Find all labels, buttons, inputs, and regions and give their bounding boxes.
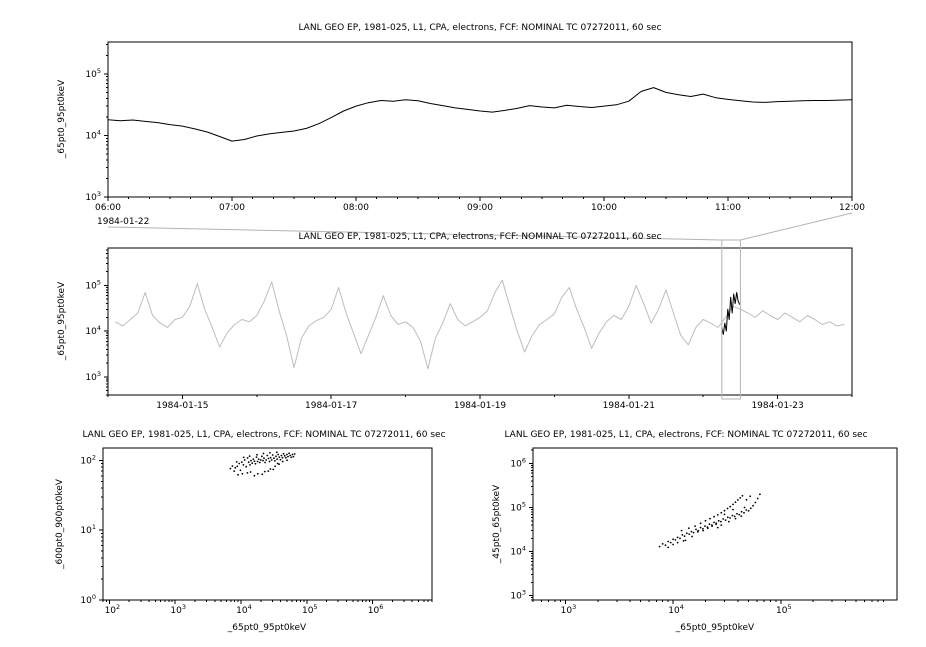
svg-text:10:00: 10:00	[591, 203, 617, 213]
svg-text:105: 105	[510, 501, 526, 514]
svg-text:08:00: 08:00	[343, 203, 369, 213]
plot-scatter-600-900-axes: 100 101 102 102 103 104 105 106	[80, 447, 433, 616]
svg-text:104: 104	[85, 128, 101, 141]
svg-text:104: 104	[85, 324, 101, 337]
svg-text:102: 102	[105, 603, 121, 616]
svg-text:1984-01-17: 1984-01-17	[305, 401, 357, 411]
series-flux-65-95keV	[107, 87, 853, 142]
plot-title-context: LANL GEO EP, 1981-025, L1, CPA, electron…	[298, 232, 662, 242]
y-axis-label-bottom-right: _45pt0_65pt0keV	[492, 484, 502, 564]
svg-text:103: 103	[170, 603, 186, 616]
svg-text:100: 100	[80, 593, 96, 606]
svg-text:104: 104	[668, 603, 684, 616]
zoom-selection-box[interactable]	[721, 239, 741, 400]
svg-text:1984-01-21: 1984-01-21	[603, 401, 655, 411]
svg-text:09:00: 09:00	[467, 203, 493, 213]
svg-text:103: 103	[561, 603, 577, 616]
x-axis-label-bottom-right: _65pt0_95pt0keV	[675, 623, 755, 633]
y-axis-label-top: _65pt0_95pt0keV	[57, 79, 67, 159]
plot-scatter-45-65[interactable]: 103 104 105 106 103 104 105	[510, 447, 898, 616]
series-highlight-zoom-interval	[721, 292, 741, 335]
plot-context-timeseries[interactable]: 103 104 105 1984-01-15 1984-01-17 1984-01-19 1…	[85, 239, 853, 411]
svg-text:106: 106	[510, 456, 526, 469]
svg-text:105: 105	[85, 278, 101, 291]
plot-scatter-45-65-data	[658, 493, 761, 549]
zoom-connector-right	[740, 212, 853, 241]
plot-frame	[102, 447, 433, 601]
svg-text:105: 105	[776, 603, 792, 616]
x-axis-context-date-label: 1984-01-22	[97, 217, 150, 227]
plot-top-timeseries-axes: 103 104 105 06:00 07:00 08:00 09:00 10:00 11:00 1…	[85, 41, 865, 213]
plot-title-bottom-left: LANL GEO EP, 1981-025, L1, CPA, electron…	[82, 430, 446, 440]
x-axis-label-bottom-left: _65pt0_95pt0keV	[227, 623, 307, 633]
series-context-flux-65-95keV	[115, 279, 845, 370]
zoom-connector-left	[107, 226, 722, 241]
svg-text:104: 104	[510, 545, 526, 558]
plot-frame	[107, 41, 853, 198]
y-axis-label-bottom-left: _600pt0_900pt0keV	[55, 479, 65, 569]
plot-scatter-600-900-data	[229, 451, 296, 477]
y-axis-label-context: _65pt0_95pt0keV	[57, 281, 67, 361]
plot-title-top: LANL GEO EP, 1981-025, L1, CPA, electron…	[298, 23, 662, 33]
svg-text:06:00: 06:00	[95, 203, 121, 213]
svg-text:1984-01-19: 1984-01-19	[454, 401, 507, 411]
svg-text:103: 103	[85, 370, 101, 383]
plot-title-bottom-right: LANL GEO EP, 1981-025, L1, CPA, electron…	[504, 430, 868, 440]
plot-scatter-45-65-axes: 103 104 105 106 103 104 105	[510, 447, 898, 616]
plot-frame	[532, 447, 898, 601]
plot-context-timeseries-axes: 103 104 105 1984-01-15 1984-01-17 1984-01-19 1…	[85, 247, 853, 411]
svg-text:12:00: 12:00	[839, 203, 865, 213]
svg-text:101: 101	[80, 523, 96, 536]
svg-text:11:00: 11:00	[715, 203, 741, 213]
svg-text:103: 103	[85, 190, 101, 203]
plot-top-timeseries[interactable]: 103 104 105 06:00 07:00 08:00 09:00 10:00 11:00 1…	[85, 41, 865, 213]
svg-text:07:00: 07:00	[219, 203, 245, 213]
svg-text:106: 106	[368, 603, 384, 616]
svg-text:104: 104	[236, 603, 252, 616]
svg-text:105: 105	[85, 67, 101, 80]
svg-text:103: 103	[510, 589, 526, 602]
svg-text:1984-01-23: 1984-01-23	[751, 401, 803, 411]
plot-context-timeseries-data	[115, 279, 845, 370]
svg-text:1984-01-15: 1984-01-15	[156, 401, 208, 411]
plot-top-timeseries-data	[107, 87, 853, 142]
svg-text:102: 102	[80, 453, 96, 466]
plot-scatter-600-900[interactable]: 100 101 102 102 103 104 105 106	[80, 447, 433, 616]
svg-text:105: 105	[302, 603, 318, 616]
